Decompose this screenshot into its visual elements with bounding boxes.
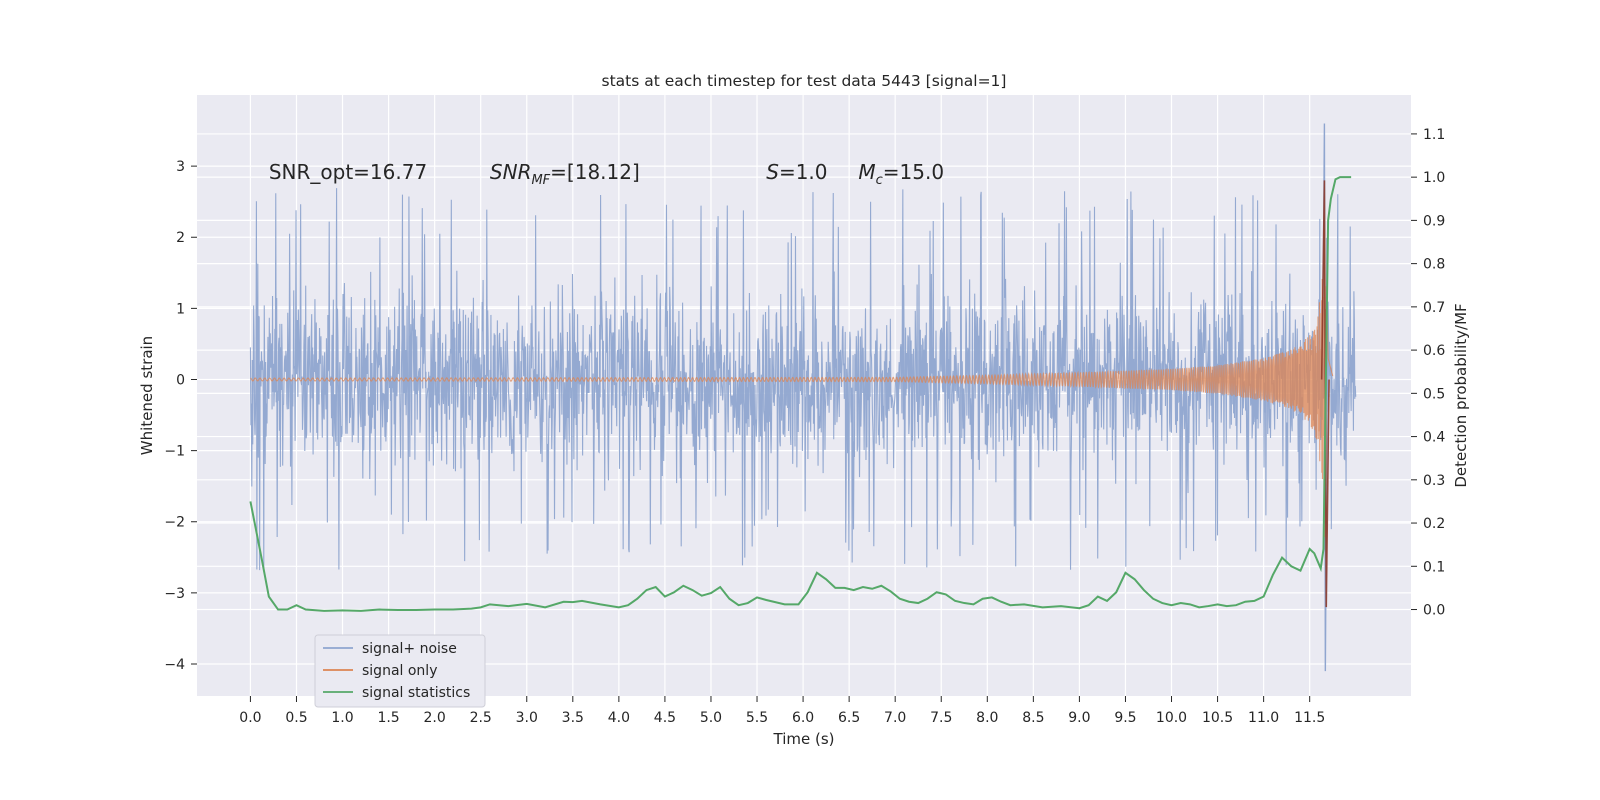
annotations: SNR_opt=16.77 SNRMF=[18.12] S=1.0 Mc=15.0 [269, 160, 944, 188]
y-right-tick-label: 0.2 [1423, 516, 1445, 532]
y-right-axis-label: Detection probability/MF [1452, 303, 1470, 487]
series-signal-noise [249, 188, 1357, 571]
y-left-axis-label: Whitened strain [138, 336, 156, 455]
annotation-0: SNR_opt=16.77 [269, 160, 427, 184]
chart-title: stats at each timestep for test data 544… [602, 72, 1007, 90]
legend-entry-signal-noise: signal+ noise [362, 641, 457, 657]
x-tick-label: 5.0 [700, 710, 722, 726]
x-tick-label: 11.0 [1248, 710, 1279, 726]
y-left-tick-label: −1 [164, 444, 185, 460]
x-tick-label: 5.5 [746, 710, 768, 726]
x-tick-label: 1.5 [377, 710, 399, 726]
x-tick-label: 10.0 [1156, 710, 1187, 726]
x-tick-label: 1.0 [331, 710, 353, 726]
y-left-tick-label: −4 [164, 657, 185, 673]
annotation-1: SNRMF=[18.12] [490, 160, 640, 188]
x-tick-label: 6.0 [792, 710, 814, 726]
x-tick-label: 8.5 [1022, 710, 1044, 726]
x-tick-label: 4.0 [608, 710, 630, 726]
y-right-tick-label: 0.6 [1423, 343, 1445, 359]
y-right-tick-label: 0.3 [1423, 473, 1445, 489]
x-tick-label: 2.0 [424, 710, 446, 726]
y-right-tick-label: 0.5 [1423, 386, 1445, 402]
x-tick-label: 6.5 [838, 710, 860, 726]
x-tick-label: 10.5 [1202, 710, 1233, 726]
x-tick-label: 0.0 [239, 710, 261, 726]
y-right-tick-label: 0.0 [1423, 603, 1445, 619]
annotation-3: Mc=15.0 [858, 160, 944, 188]
y-left-tick-label: −3 [164, 586, 185, 602]
x-axis-label: Time (s) [773, 730, 835, 748]
y-right-tick-label: 1.0 [1423, 170, 1445, 186]
y-left-tick-label: 3 [176, 159, 185, 175]
axes: 0.0 0.5 1.0 1.5 2.0 2.5 3.0 3.5 4.0 4.5 5.0 5.5 6.0 6… [164, 127, 1445, 726]
y-right-tick-label: 1.1 [1423, 127, 1445, 143]
x-tick-label: 11.5 [1294, 710, 1325, 726]
x-tick-label: 7.0 [884, 710, 906, 726]
x-tick-label: 0.5 [285, 710, 307, 726]
y-left-tick-label: 2 [176, 230, 185, 246]
y-right-tick-label: 0.1 [1423, 559, 1445, 575]
y-left-tick-label: −2 [164, 515, 185, 531]
x-tick-label: 8.0 [976, 710, 998, 726]
series-signal-only [250, 229, 1334, 539]
y-right-tick-label: 0.8 [1423, 257, 1445, 273]
x-tick-label: 9.5 [1114, 710, 1136, 726]
x-tick-label: 3.0 [516, 710, 538, 726]
series-layer [249, 123, 1357, 672]
x-tick-label: 7.5 [930, 710, 952, 726]
x-tick-label: 2.5 [470, 710, 492, 726]
y-left-tick-label: 0 [176, 372, 185, 388]
x-tick-label: 4.5 [654, 710, 676, 726]
x-tick-label: 3.5 [562, 710, 584, 726]
legend: signal+ noise signal only signal statist… [314, 634, 486, 708]
y-right-tick-label: 0.4 [1423, 430, 1445, 446]
y-left-tick-label: 1 [176, 301, 185, 317]
y-right-tick-label: 0.9 [1423, 213, 1445, 229]
x-tick-label: 9.0 [1068, 710, 1090, 726]
y-right-tick-label: 0.7 [1423, 300, 1445, 316]
legend-entry-signal-only: signal only [362, 663, 437, 679]
series-signal-statistics [249, 176, 1352, 612]
annotation-2: S=1.0 [766, 160, 827, 184]
legend-entry-signal-statistics: signal statistics [362, 685, 470, 701]
legend-box [314, 634, 486, 708]
